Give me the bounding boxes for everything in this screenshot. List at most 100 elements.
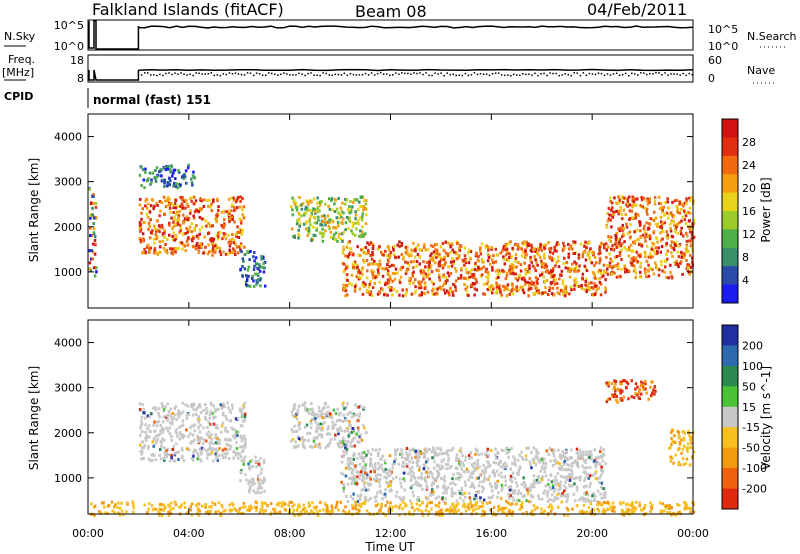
echo-cell bbox=[216, 441, 219, 445]
echo-cell bbox=[234, 232, 237, 236]
echo-cell bbox=[344, 283, 348, 287]
echo-cell bbox=[542, 261, 546, 265]
echo-cell bbox=[537, 494, 540, 498]
echo-cell bbox=[369, 262, 372, 266]
echo-cell bbox=[240, 232, 243, 236]
echo-cell bbox=[603, 487, 607, 491]
echo-cell bbox=[203, 198, 206, 202]
echo-cell bbox=[451, 257, 454, 260]
echo-cell bbox=[583, 477, 587, 480]
echo-cell bbox=[682, 256, 685, 260]
echo-cell bbox=[629, 260, 633, 264]
echo-cell bbox=[239, 424, 243, 428]
echo-cell bbox=[355, 275, 358, 279]
echo-cell bbox=[266, 504, 269, 508]
echo-cell bbox=[443, 479, 446, 483]
echo-cell bbox=[312, 412, 316, 416]
echo-cell bbox=[583, 479, 586, 483]
echo-cell bbox=[679, 260, 683, 264]
echo-cell bbox=[336, 239, 339, 243]
echo-cell bbox=[239, 267, 242, 271]
echo-cell bbox=[388, 277, 392, 281]
echo-cell bbox=[337, 216, 340, 220]
echo-cell bbox=[343, 268, 347, 272]
echo-cell bbox=[231, 406, 234, 410]
echo-cell bbox=[140, 422, 144, 426]
echo-cell bbox=[245, 274, 248, 278]
echo-cell bbox=[613, 242, 617, 246]
echo-cell bbox=[371, 262, 375, 266]
echo-cell bbox=[250, 458, 254, 462]
echo-cell bbox=[344, 494, 348, 498]
echo-cell bbox=[230, 426, 233, 430]
echo-cell bbox=[639, 265, 642, 269]
echo-cell bbox=[378, 259, 382, 263]
echo-cell bbox=[441, 496, 444, 500]
echo-cell bbox=[487, 276, 490, 280]
echo-cell bbox=[320, 409, 323, 413]
echo-cell bbox=[618, 201, 621, 205]
echo-cell bbox=[608, 264, 612, 268]
echo-cell bbox=[92, 222, 95, 226]
echo-cell bbox=[395, 475, 398, 479]
echo-cell bbox=[430, 501, 433, 505]
echo-cell bbox=[543, 509, 546, 513]
echo-cell bbox=[258, 464, 262, 468]
echo-cell bbox=[200, 446, 204, 450]
echo-cell bbox=[347, 434, 351, 438]
echo-cell bbox=[368, 243, 371, 246]
echo-cell bbox=[208, 413, 212, 416]
echo-cell bbox=[148, 424, 151, 428]
echo-cell bbox=[417, 508, 421, 512]
echo-cell bbox=[495, 485, 499, 489]
echo-cell bbox=[138, 443, 142, 447]
echo-cell bbox=[180, 503, 183, 507]
echo-cell bbox=[347, 241, 350, 245]
echo-cell bbox=[552, 279, 556, 283]
echo-cell bbox=[236, 206, 239, 210]
echo-cell bbox=[621, 217, 624, 221]
echo-cell bbox=[482, 472, 486, 476]
echo-cell bbox=[319, 428, 323, 432]
echo-cell bbox=[549, 509, 553, 513]
echo-cell bbox=[170, 417, 174, 420]
echo-cell bbox=[400, 448, 403, 452]
echo-cell bbox=[634, 216, 638, 220]
echo-cell bbox=[177, 218, 181, 222]
echo-cell bbox=[404, 502, 407, 506]
echo-cell bbox=[402, 460, 405, 464]
echo-cell bbox=[659, 207, 662, 211]
echo-cell bbox=[239, 199, 242, 203]
echo-cell bbox=[609, 196, 612, 200]
echo-cell bbox=[602, 500, 606, 504]
echo-cell bbox=[380, 467, 384, 471]
echo-cell bbox=[229, 411, 232, 415]
echo-cell bbox=[528, 267, 531, 271]
echo-cell bbox=[349, 411, 353, 414]
echo-cell bbox=[181, 436, 184, 440]
echo-cell bbox=[342, 483, 345, 486]
echo-cell bbox=[356, 219, 360, 223]
echo-cell bbox=[301, 436, 304, 439]
echo-cell bbox=[205, 224, 208, 228]
echo-cell bbox=[640, 198, 644, 202]
echo-cell bbox=[330, 416, 334, 420]
echo-cell bbox=[430, 270, 434, 274]
echo-cell bbox=[231, 217, 234, 221]
echo-cell bbox=[328, 197, 331, 201]
echo-cell bbox=[585, 277, 588, 281]
echo-cell bbox=[440, 448, 443, 452]
echo-cell bbox=[353, 474, 356, 478]
echo-cell bbox=[645, 207, 649, 211]
echo-cell bbox=[689, 265, 693, 269]
echo-cell bbox=[313, 511, 316, 515]
echo-cell bbox=[369, 290, 373, 294]
echo-cell bbox=[445, 467, 448, 471]
echo-cell bbox=[504, 483, 507, 487]
echo-cell bbox=[600, 481, 604, 485]
echo-cell bbox=[664, 260, 668, 264]
echo-cell bbox=[609, 506, 613, 509]
echo-cell bbox=[319, 413, 323, 417]
echo-cell bbox=[168, 197, 171, 201]
echo-cell bbox=[211, 442, 215, 446]
